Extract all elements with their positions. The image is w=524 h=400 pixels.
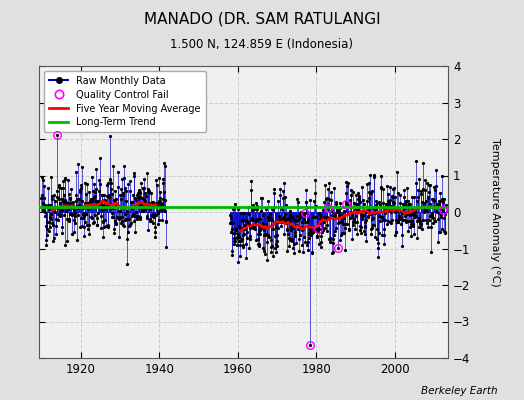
Text: 1.500 N, 124.859 E (Indonesia): 1.500 N, 124.859 E (Indonesia) bbox=[170, 38, 354, 51]
Y-axis label: Temperature Anomaly (°C): Temperature Anomaly (°C) bbox=[490, 138, 500, 286]
Legend: Raw Monthly Data, Quality Control Fail, Five Year Moving Average, Long-Term Tren: Raw Monthly Data, Quality Control Fail, … bbox=[44, 71, 205, 132]
Text: Berkeley Earth: Berkeley Earth bbox=[421, 386, 498, 396]
Text: MANADO (DR. SAM RATULANGI: MANADO (DR. SAM RATULANGI bbox=[144, 12, 380, 27]
